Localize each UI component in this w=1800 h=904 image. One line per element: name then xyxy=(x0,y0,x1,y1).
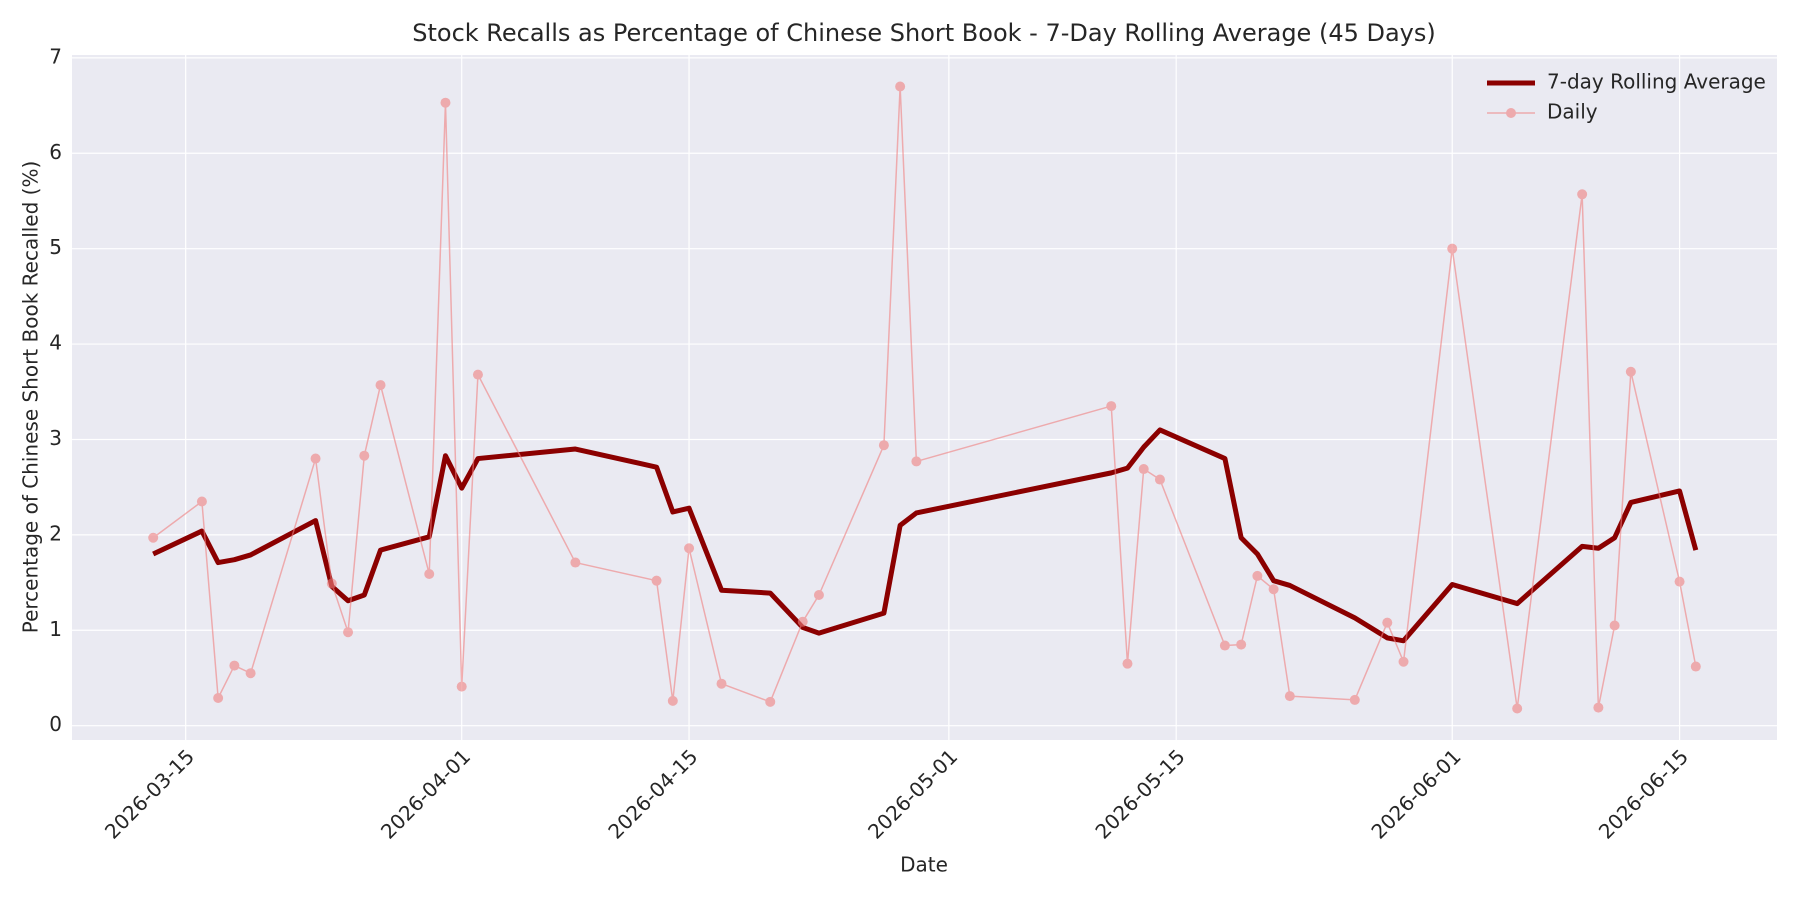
x-tick-label: 2026-04-01 xyxy=(376,744,475,843)
point xyxy=(878,440,889,451)
point xyxy=(1252,570,1263,581)
point xyxy=(765,696,776,707)
legend-label: 7-day Rolling Average xyxy=(1547,70,1766,94)
x-tick-label: 2026-03-15 xyxy=(100,744,199,843)
point xyxy=(245,668,256,679)
point xyxy=(1398,656,1409,667)
chart-title: Stock Recalls as Percentage of Chinese S… xyxy=(412,19,1436,47)
point xyxy=(472,369,483,380)
point xyxy=(440,97,451,108)
point xyxy=(456,681,467,692)
point xyxy=(1593,702,1604,713)
x-tick-label: 2026-05-15 xyxy=(1090,744,1189,843)
point xyxy=(911,456,922,467)
x-tick-label: 2026-04-15 xyxy=(603,744,702,843)
point xyxy=(1577,189,1588,200)
series xyxy=(152,427,1699,644)
point xyxy=(570,557,581,568)
legend-entry xyxy=(1487,108,1535,118)
legend-marker xyxy=(1506,108,1516,118)
point xyxy=(1382,617,1393,628)
y-tick-label: 2 xyxy=(49,521,62,545)
point xyxy=(326,578,337,589)
x-tick-label: 2026-06-01 xyxy=(1367,744,1466,843)
point xyxy=(1690,661,1701,672)
point xyxy=(1512,703,1523,714)
x-tick-label: 2026-05-01 xyxy=(863,744,962,843)
point xyxy=(895,81,906,92)
point xyxy=(667,695,678,706)
point xyxy=(1122,658,1133,669)
y-tick-label: 1 xyxy=(49,617,62,641)
y-tick-label: 5 xyxy=(49,235,62,259)
point xyxy=(424,568,435,579)
point xyxy=(1219,640,1230,651)
point xyxy=(375,380,386,391)
point xyxy=(359,450,370,461)
point xyxy=(1447,243,1458,254)
point xyxy=(651,575,662,586)
point xyxy=(310,453,321,464)
y-tick-label: 6 xyxy=(49,140,62,164)
point xyxy=(213,693,224,704)
point xyxy=(1674,576,1685,587)
y-tick-label: 0 xyxy=(49,712,62,736)
y-tick-label: 7 xyxy=(49,44,62,68)
point xyxy=(1154,474,1165,485)
x-axis-label: Date xyxy=(900,853,948,877)
point xyxy=(1236,639,1247,650)
point xyxy=(797,616,808,627)
plot-area xyxy=(72,55,1777,740)
point xyxy=(1625,366,1636,377)
point xyxy=(716,678,727,689)
line xyxy=(152,427,1699,644)
point xyxy=(1106,401,1117,412)
point xyxy=(196,496,207,507)
point xyxy=(148,532,159,543)
point xyxy=(1284,691,1295,702)
y-axis-label: Percentage of Chinese Short Book Recalle… xyxy=(19,161,43,634)
point xyxy=(1268,584,1279,595)
point xyxy=(813,589,824,600)
point xyxy=(343,627,354,638)
point xyxy=(1138,464,1149,475)
point xyxy=(1609,620,1620,631)
y-tick-label: 3 xyxy=(49,426,62,450)
point xyxy=(1349,694,1360,705)
x-tick-label: 2026-06-15 xyxy=(1594,744,1693,843)
legend-label: Daily xyxy=(1547,100,1598,124)
series xyxy=(148,81,1701,714)
point xyxy=(684,543,695,554)
y-tick-label: 4 xyxy=(49,331,62,355)
point xyxy=(229,660,240,671)
